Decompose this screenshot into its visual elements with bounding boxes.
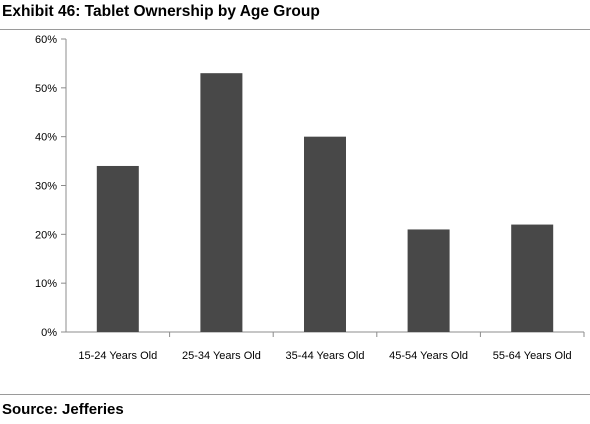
x-category-label: 55-64 Years Old (493, 350, 572, 362)
source-note: Source: Jefferies (2, 401, 124, 418)
bars (96, 73, 554, 332)
x-category-label: 25-34 Years Old (182, 350, 261, 362)
bar-35-44-years-old (304, 136, 346, 332)
x-category-label: 15-24 Years Old (78, 350, 157, 362)
y-tick-label: 60% (35, 34, 57, 46)
y-tick-label: 30% (35, 181, 57, 193)
y-tick-label: 10% (35, 278, 57, 290)
bar-45-54-years-old (407, 229, 450, 332)
bottom-divider (0, 394, 590, 395)
bar-15-24-years-old (96, 165, 139, 332)
x-category-label: 45-54 Years Old (389, 350, 468, 362)
x-category-label: 35-44 Years Old (286, 350, 365, 362)
bar-25-34-years-old (200, 73, 243, 332)
x-axis: 15-24 Years Old 25-34 Years Old 35-44 Year… (66, 331, 585, 362)
top-divider (0, 29, 590, 30)
y-tick-label: 40% (35, 132, 57, 144)
y-tick-label: 50% (35, 83, 57, 95)
y-axis: 0% 10% 20% 30% 40% 50% 60% (35, 34, 67, 339)
bar-chart: 0% 10% 20% 30% 40% 50% 60% 15-24 Years Old 25-3… (35, 34, 585, 362)
y-tick-label: 20% (35, 229, 57, 241)
chart-title: Exhibit 46: Tablet Ownership by Age Grou… (2, 3, 320, 20)
y-tick-label: 0% (41, 327, 57, 339)
bar-55-64-years-old (511, 224, 554, 332)
